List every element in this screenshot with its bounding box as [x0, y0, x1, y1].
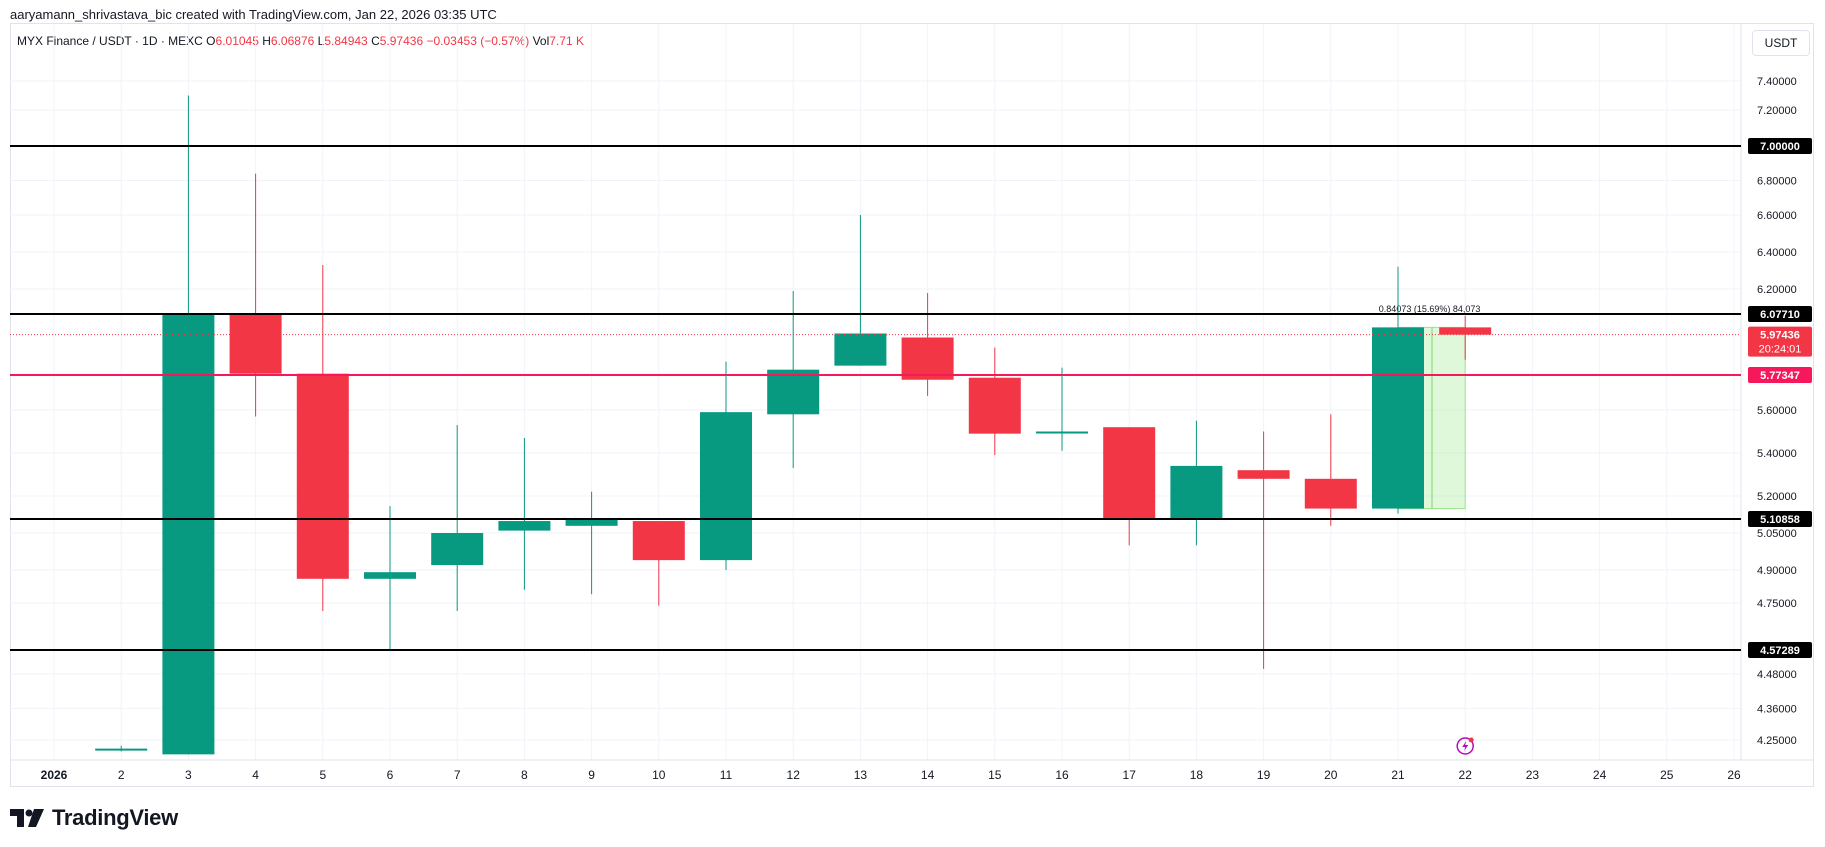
measure-annotation: 0.84073 (15.69%) 84,073 — [1379, 304, 1481, 314]
candle-body — [968, 377, 1021, 434]
y-tick-label: 4.75000 — [1757, 598, 1797, 610]
x-tick-label: 9 — [588, 768, 595, 782]
tradingview-logo[interactable]: TradingView — [10, 805, 178, 831]
level-label-box — [1748, 511, 1812, 527]
symbol-name[interactable]: MYX Finance / USDT · 1D · MEXC — [17, 34, 203, 48]
x-tick-label: 16 — [1055, 768, 1069, 782]
candle-body — [296, 373, 349, 579]
symbol-legend: MYX Finance / USDT · 1D · MEXC O6.01045 … — [17, 34, 584, 48]
close-value: 5.97436 — [379, 34, 424, 48]
y-tick-label: 6.80000 — [1757, 176, 1797, 188]
change-value: −0.03453 (−0.57%) — [426, 34, 530, 48]
candle-body — [162, 314, 215, 755]
y-tick-label: 5.05000 — [1757, 528, 1797, 540]
x-tick-label: 21 — [1391, 768, 1405, 782]
close-label: C — [371, 34, 380, 48]
open-value: 6.01045 — [215, 34, 259, 48]
x-tick-label: 14 — [921, 768, 935, 782]
tradingview-logo-icon — [10, 809, 44, 827]
x-tick-label: 17 — [1123, 768, 1137, 782]
x-tick-label: 3 — [185, 768, 192, 782]
y-tick-label: 5.40000 — [1757, 448, 1797, 460]
y-tick-label: 4.48000 — [1757, 669, 1797, 681]
candle-body — [901, 337, 954, 380]
x-tick-label: 13 — [854, 768, 868, 782]
countdown-label: 20:24:01 — [1759, 344, 1802, 356]
level-label-box — [1748, 138, 1812, 154]
x-tick-label: 26 — [1727, 768, 1741, 782]
x-tick-label: 15 — [988, 768, 1002, 782]
candle-body — [565, 518, 618, 526]
candle-body — [700, 412, 752, 561]
x-tick-label: 20 — [1324, 768, 1338, 782]
level-label-box — [1748, 306, 1812, 322]
level-label: 7.00000 — [1760, 141, 1800, 153]
x-tick-label: 18 — [1190, 768, 1204, 782]
level-label-box — [1748, 642, 1812, 658]
level-label: 5.10858 — [1760, 514, 1800, 526]
candle-body — [834, 333, 887, 366]
x-tick-label: 8 — [521, 768, 528, 782]
last-price-label: 5.97436 — [1760, 330, 1800, 342]
y-tick-label: 5.60000 — [1757, 405, 1797, 417]
level-label: 5.77347 — [1760, 370, 1800, 382]
candle-body — [1439, 327, 1492, 335]
y-tick-label: 6.40000 — [1757, 247, 1797, 259]
y-tick-label: 5.20000 — [1757, 491, 1797, 503]
candle-body — [1304, 478, 1357, 509]
x-tick-label: 25 — [1660, 768, 1674, 782]
candle-body — [1372, 327, 1424, 509]
x-tick-label: 4 — [252, 768, 259, 782]
y-tick-label: 7.40000 — [1757, 76, 1797, 88]
candle-body — [95, 748, 148, 751]
candle-body — [431, 533, 484, 566]
y-tick-label: 4.25000 — [1757, 735, 1797, 747]
y-tick-label: 6.20000 — [1757, 284, 1797, 296]
candle-body — [229, 314, 282, 374]
y-tick-label: 6.60000 — [1757, 210, 1797, 222]
volume-value: 7.71 K — [549, 34, 584, 48]
low-label: L — [317, 34, 325, 48]
volume-label: Vol — [532, 34, 550, 48]
candle-body — [632, 521, 685, 561]
level-label: 4.57289 — [1760, 645, 1800, 657]
candle-body — [767, 369, 820, 415]
candle-body — [1103, 427, 1156, 519]
x-tick-label: 2 — [118, 768, 125, 782]
x-tick-label: 7 — [454, 768, 461, 782]
candle-body — [498, 521, 551, 531]
x-tick-label: 5 — [319, 768, 326, 782]
x-tick-label: 23 — [1526, 768, 1540, 782]
y-tick-label: 4.90000 — [1757, 565, 1797, 577]
last-price-box — [1748, 326, 1812, 357]
y-tick-label: 4.36000 — [1757, 703, 1797, 715]
x-tick-label: 12 — [787, 768, 801, 782]
flash-icon[interactable] — [1456, 737, 1474, 755]
x-tick-label: 2026 — [41, 768, 68, 782]
candle-body — [1237, 470, 1290, 479]
low-value: 5.84943 — [324, 34, 368, 48]
high-value: 6.06876 — [270, 34, 315, 48]
y-tick-label: 7.20000 — [1757, 105, 1797, 117]
attribution-text: aaryamann_shrivastava_bic created with T… — [10, 7, 497, 22]
x-tick-label: 19 — [1257, 768, 1271, 782]
level-label: 6.07710 — [1760, 309, 1800, 321]
level-label-box — [1748, 367, 1812, 383]
x-tick-label: 22 — [1459, 768, 1473, 782]
candle-body — [1170, 465, 1223, 519]
candle-body — [1036, 431, 1088, 434]
candle-body — [364, 572, 416, 579]
high-label: H — [262, 34, 271, 48]
x-tick-label: 11 — [720, 768, 733, 782]
flash-dot-icon — [1468, 737, 1474, 743]
open-label: O — [206, 34, 216, 48]
flash-bolt-icon — [1462, 741, 1469, 751]
x-tick-label: 10 — [652, 768, 666, 782]
x-tick-label: 6 — [387, 768, 394, 782]
x-tick-label: 24 — [1593, 768, 1607, 782]
tradingview-logo-text: TradingView — [52, 805, 178, 830]
currency-selector[interactable]: USDT — [1752, 30, 1810, 56]
